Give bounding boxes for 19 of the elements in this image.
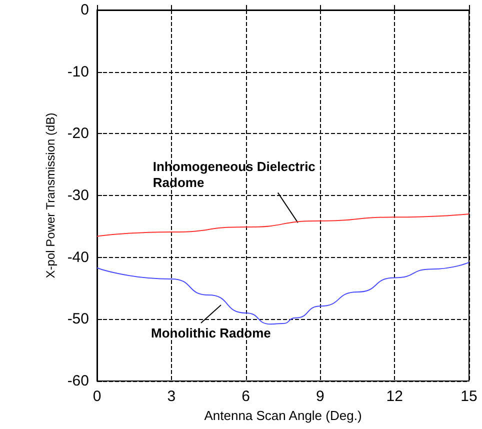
annotation: Monolithic Radome <box>151 325 271 340</box>
x-tick-label: 0 <box>92 388 102 405</box>
y-axis-title: X-pol Power Transmission (dB) <box>43 112 58 278</box>
y-tick-label: -60 <box>67 372 89 390</box>
y-tick-label: 0 <box>80 2 89 18</box>
y-tick-label: -40 <box>67 248 89 266</box>
y-tick-label: -50 <box>67 310 89 328</box>
x-tick-label: 12 <box>386 388 403 405</box>
y-tick-label: -20 <box>67 125 89 142</box>
x-axis-title: Antenna Scan Angle (Deg.) <box>204 408 362 423</box>
annotation: Inhomogeneous Dielectric Radome <box>152 159 316 190</box>
x-tick-label: 3 <box>167 388 176 405</box>
x-tick-label: 15 <box>460 388 478 405</box>
x-tick-label: 9 <box>316 388 324 405</box>
x-tick-label: 6 <box>242 388 250 405</box>
line-series <box>96 262 470 325</box>
line-series <box>96 214 470 237</box>
y-tick-label: -30 <box>67 187 89 204</box>
y-tick-label: -10 <box>67 63 89 80</box>
